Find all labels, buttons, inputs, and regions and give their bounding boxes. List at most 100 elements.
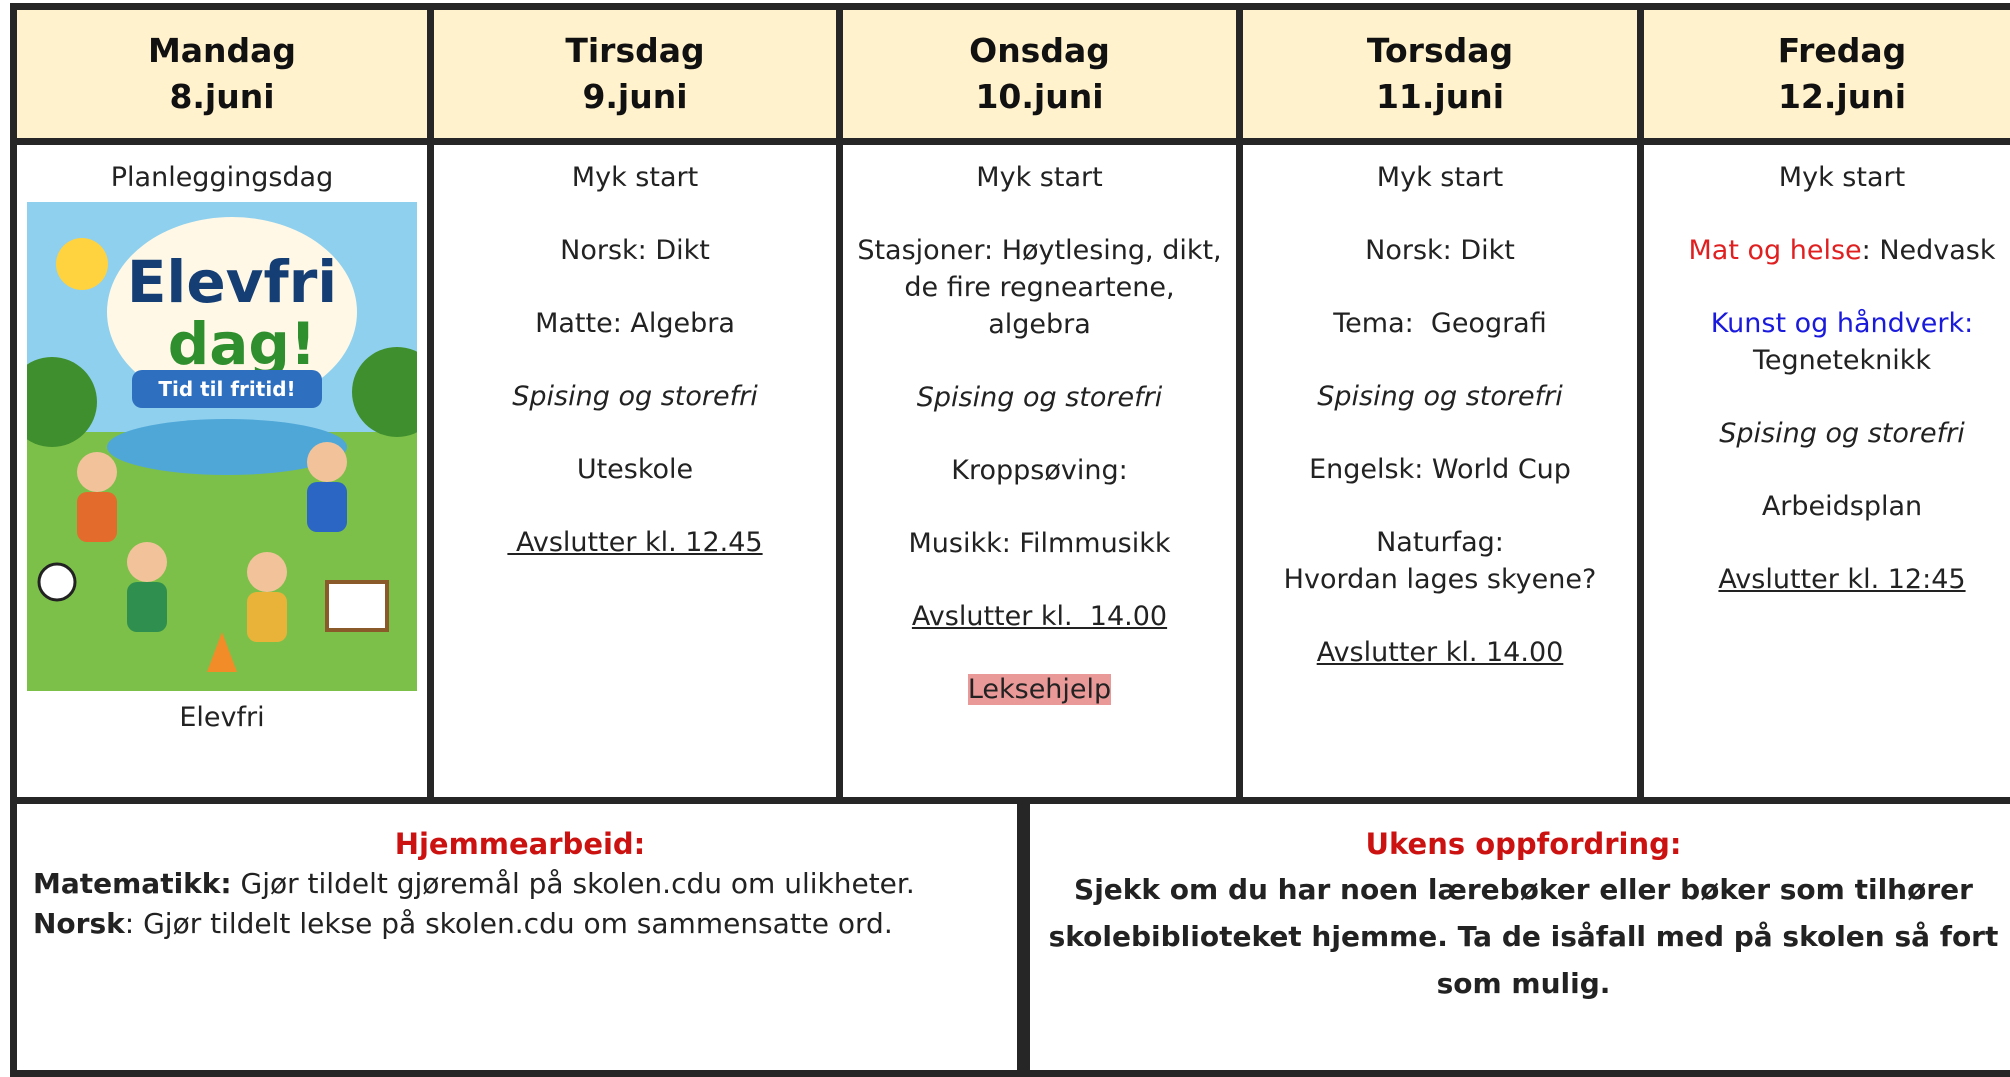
item-text: Myk start [1376, 162, 1504, 193]
item-line: Norsk: Dikt [1253, 232, 1627, 269]
item-text: Kroppsøving: [951, 455, 1128, 486]
item-text: Planleggingsdag [110, 162, 334, 193]
day-name: Torsdag [1366, 31, 1514, 70]
bubble-subtitle: Tid til fritid! [158, 377, 295, 401]
day-date: 8.juni [169, 77, 275, 116]
day-date: 9.juni [582, 77, 688, 116]
day-header: Fredag 12.juni [1637, 3, 2010, 145]
item-text: Tegneteknikk [1752, 345, 1932, 376]
ball [37, 562, 77, 602]
schedule-item: Spising og storefri [444, 378, 826, 415]
item-line: Planleggingsdag [27, 159, 417, 196]
sun [56, 238, 108, 290]
item-line: Spising og storefri [853, 379, 1226, 416]
schedule-item: Engelsk: World Cup [1253, 451, 1627, 488]
day-name: Tirsdag [565, 31, 705, 70]
schedule-item: Norsk: Dikt [444, 232, 826, 269]
item-text: Engelsk: World Cup [1309, 454, 1571, 485]
item-line: Kunst og håndverk: [1654, 305, 2010, 342]
kid-body [247, 592, 287, 642]
item-text: Spising og storefri [1719, 418, 1965, 449]
item-text: Avslutter kl. 14.00 [911, 601, 1168, 632]
item-line: Spising og storefri [444, 378, 826, 415]
schedule-item: Planleggingsdag [27, 159, 417, 196]
day-header: Tirsdag 9.juni [427, 3, 843, 145]
item-text: Spising og storefri [1317, 381, 1563, 412]
schedule-item: Arbeidsplan [1654, 488, 2010, 525]
item-line: Engelsk: World Cup [1253, 451, 1627, 488]
item-text: Myk start [571, 162, 699, 193]
schedule-item: Avslutter kl. 12:45 [1654, 561, 2010, 598]
item-text: Avslutter kl. 12.45 [507, 527, 763, 558]
bubble-title: Elevfri [127, 248, 337, 316]
item-text: Norsk: Dikt [560, 235, 710, 266]
kid-head [307, 442, 347, 482]
schedule-item: Kunst og håndverk: Tegneteknikk [1654, 305, 2010, 379]
day-date: 12.juni [1777, 77, 1907, 116]
schedule-item: Matte: Algebra [444, 305, 826, 342]
item-text: Avslutter kl. 12:45 [1718, 564, 1966, 595]
lake [107, 419, 347, 475]
schedule-item: Myk start [1654, 159, 2010, 196]
schedule-item: Norsk: Dikt [1253, 232, 1627, 269]
day-cell: Myk start Norsk: Dikt Matte: Algebra Spisin… [427, 138, 843, 804]
item-text: Hvordan lages skyene? [1283, 564, 1597, 595]
tree [27, 357, 97, 447]
item-line: Myk start [1654, 159, 2010, 196]
item-line: Musikk: Filmmusikk [853, 525, 1226, 562]
homework-subject: Matematikk: [33, 867, 232, 900]
item-line: Myk start [853, 159, 1226, 196]
item-text: Avslutter kl. 14.00 [1316, 637, 1564, 668]
item-line: Spising og storefri [1654, 415, 2010, 452]
item-text: Arbeidsplan [1761, 491, 1923, 522]
item-line: Tema: Geografi [1253, 305, 1627, 342]
day-header: Torsdag 11.juni [1236, 3, 1644, 145]
item-text: Spising og storefri [916, 382, 1163, 413]
item-line: Leksehjelp [853, 671, 1226, 708]
item-text: Tema: Geografi [1333, 308, 1547, 339]
day-name: Fredag [1777, 31, 1907, 70]
item-text: Naturfag: [1376, 527, 1504, 558]
day-date: 10.juni [975, 77, 1104, 116]
item-line: Avslutter kl. 14.00 [853, 598, 1226, 635]
kid-body [307, 482, 347, 532]
item-line: Arbeidsplan [1654, 488, 2010, 525]
schedule-item: Leksehjelp [853, 671, 1226, 708]
item-text: Myk start [1778, 162, 1906, 193]
day-name: Mandag [147, 31, 297, 70]
item-text: : Nedvask [1861, 235, 1996, 266]
bubble-title: dag! [168, 310, 317, 378]
item-text: Matte: Algebra [535, 308, 735, 339]
item-line: de fire regneartene, [853, 269, 1226, 306]
campfire [207, 632, 237, 672]
homework-subject: Norsk [33, 907, 125, 940]
day-cell: Myk start Stasjoner: Høytlesing, dikt, de … [836, 138, 1243, 804]
item-line: Avslutter kl. 12:45 [1654, 561, 2010, 598]
challenge-box: Ukens oppfordring: Sjekk om du har noen … [1017, 797, 2010, 1077]
schedule-item: Musikk: Filmmusikk [853, 525, 1226, 562]
day-header: Onsdag 10.juni [836, 3, 1243, 145]
homework-lines: Matematikk: Gjør tildelt gjøremål på sko… [33, 864, 1007, 944]
item-line: Mat og helse: Nedvask [1654, 232, 2010, 269]
item-line: Myk start [444, 159, 826, 196]
item-text: Uteskole [576, 454, 694, 485]
item-line: Norsk: Dikt [444, 232, 826, 269]
schedule-item: Myk start [444, 159, 826, 196]
item-text: Leksehjelp [967, 674, 1112, 705]
item-line: Kroppsøving: [853, 452, 1226, 489]
item-line: Avslutter kl. 12.45 [444, 524, 826, 561]
item-line: Uteskole [444, 451, 826, 488]
homework-text: Gjør tildelt gjøremål på skolen.cdu om u… [231, 867, 915, 900]
schedule-item: Avslutter kl. 12.45 [444, 524, 826, 561]
kid-body [77, 492, 117, 542]
schedule-item: Stasjoner: Høytlesing, dikt, de fire regn… [853, 232, 1226, 343]
homework-box: Hjemmearbeid: Matematikk: Gjør tildelt g… [10, 797, 1030, 1077]
easel [325, 580, 389, 632]
item-text: algebra [988, 309, 1091, 340]
day-cell: Myk start Norsk: Dikt Tema: Geografi Spisin… [1236, 138, 1644, 804]
schedule-item: Myk start [1253, 159, 1627, 196]
item-line: Avslutter kl. 14.00 [1253, 634, 1627, 671]
schedule-item: Naturfag: Hvordan lages skyene? [1253, 524, 1627, 598]
